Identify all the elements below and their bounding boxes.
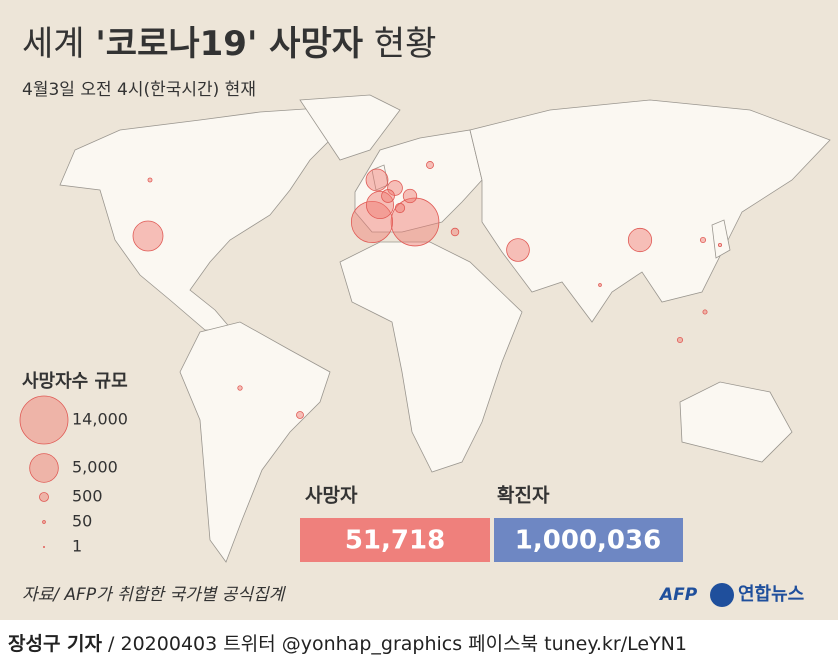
agency-logo-mark [710,583,734,607]
legend-label: 50 [72,512,92,531]
stat-box [300,518,490,562]
afp-logo: AFP [658,585,698,605]
death-bubble [147,177,153,183]
legend-label: 500 [72,487,103,506]
death-bubble [702,309,708,315]
japan [711,219,731,259]
death-bubble [365,168,389,192]
australia [679,381,793,463]
legend-bubble [29,453,59,483]
death-bubble [598,283,602,287]
legend-bubble [43,546,46,549]
greenland [299,94,401,161]
title-part: '코로나19' 사망자 [95,24,363,64]
world-map [59,94,831,563]
legend-label: 1 [72,537,82,556]
africa [339,241,523,473]
bubble-layer [132,161,723,419]
death-bubble [350,200,394,244]
death-bubble [394,202,406,214]
north-america [59,107,341,331]
legend-bubble [39,492,49,502]
stat-label: 사망자 [305,485,358,507]
stat-box [494,518,683,562]
footer: 장성구 기자 / 20200403 트위터 @yonhap_graphics 페… [8,633,687,655]
death-bubble [699,236,707,244]
footer-text: / 20200403 트위터 @yonhap_graphics 페이스북 tun… [102,633,687,655]
death-bubble [717,242,723,248]
title: 세계 '코로나19' 사망자 현황 [22,24,436,64]
stat-value: 1,000,036 [515,526,661,556]
death-bubble [381,189,395,203]
legend: 14,000 5,000 500 50 1 [19,395,128,556]
death-bubble [237,385,243,391]
legend-label: 14,000 [72,410,128,429]
death-bubble [676,336,684,344]
death-bubble [387,180,403,196]
death-bubble [132,220,164,252]
footer-band [0,620,838,665]
europe [354,129,483,233]
agency-logo: 연합뉴스 [738,583,804,605]
subtitle: 4월3일 오전 4시(한국시간) 현재 [22,80,256,100]
death-bubble [365,190,395,220]
death-bubble [450,227,460,237]
stat-value: 51,718 [345,526,445,556]
death-bubble [426,161,434,169]
death-bubble [506,238,530,262]
source: 자료/ AFP가 취합한 국가별 공식집계 [22,585,287,605]
south-america [179,321,331,563]
asia [469,99,831,323]
legend-label: 5,000 [72,458,118,477]
death-bubble [627,227,653,253]
title-part: 현황 [363,24,436,64]
legend-bubble [19,395,69,445]
legend-bubble [42,520,46,524]
byline: 장성구 기자 [8,633,103,655]
legend-title: 사망자수 규모 [22,371,128,392]
death-bubble [402,188,418,204]
title-part: 세계 [22,24,95,64]
stat-label: 확진자 [497,484,550,507]
death-bubble [296,411,304,419]
death-bubble [390,197,440,247]
